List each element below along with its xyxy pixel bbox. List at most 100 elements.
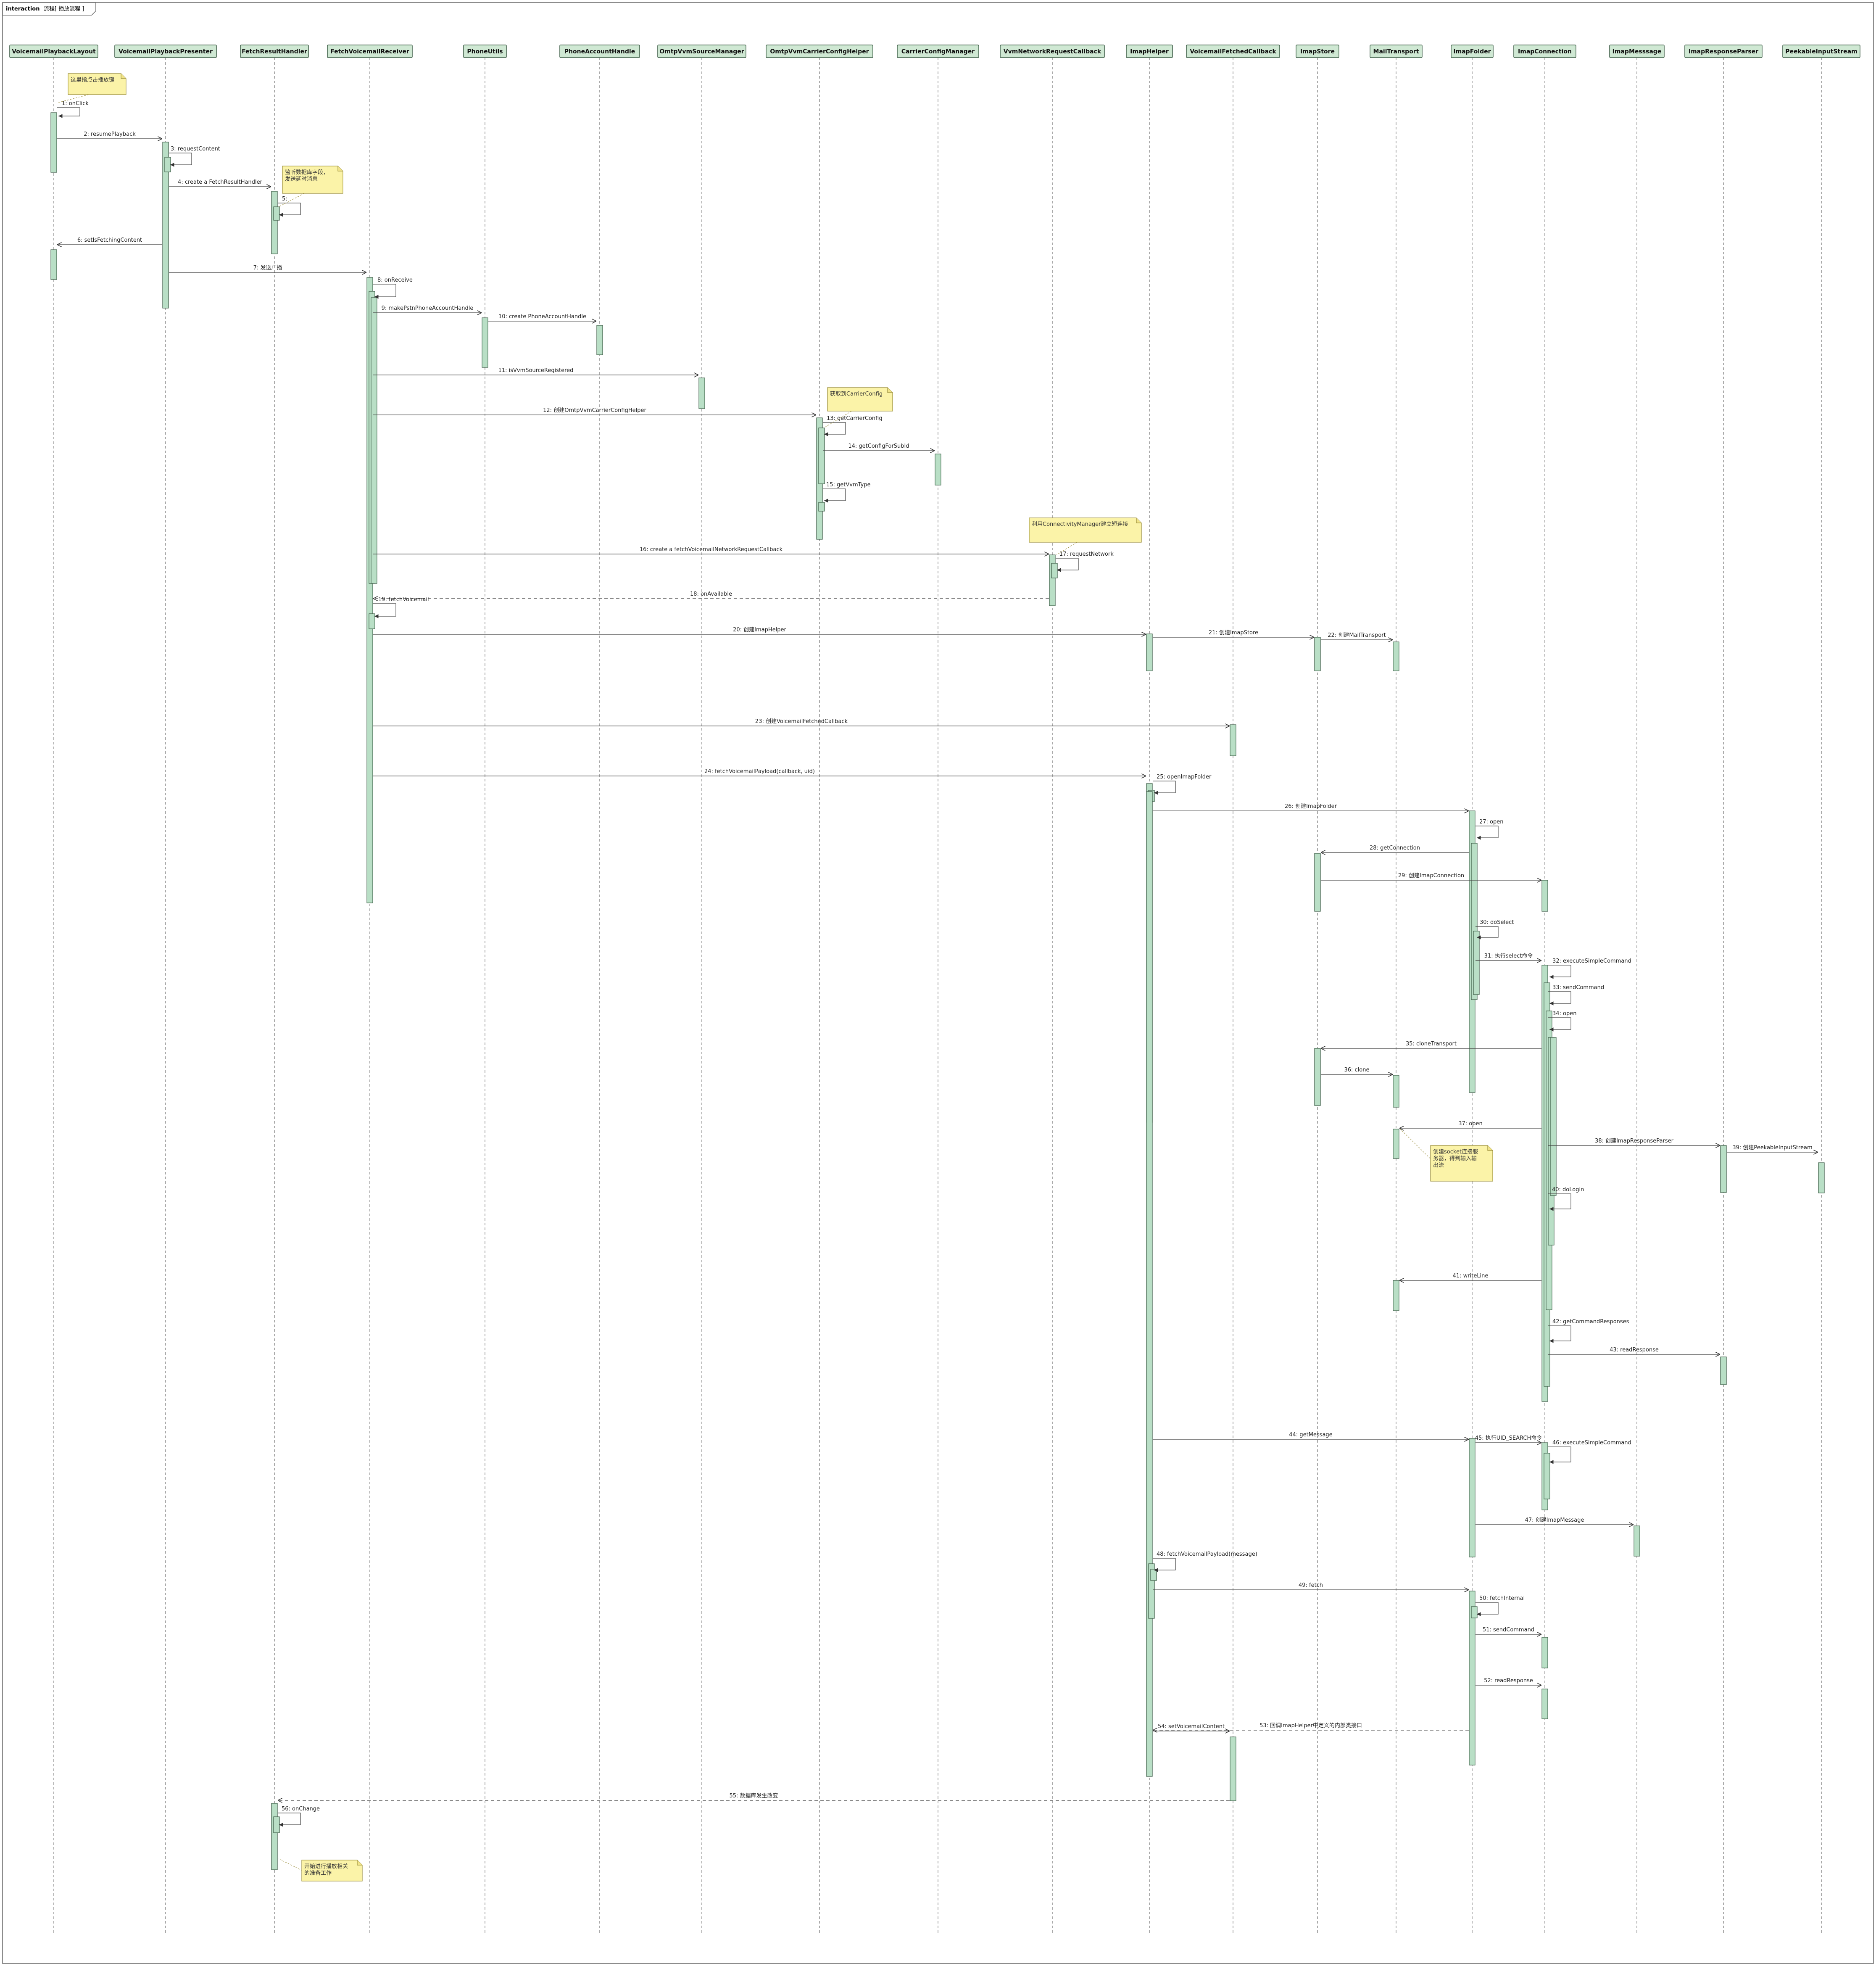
activation-bar xyxy=(1541,1689,1548,1719)
note-fold xyxy=(357,1860,362,1866)
participant-label: PeekableInputStream xyxy=(1785,48,1857,55)
message-label: 50: fetchInternal xyxy=(1479,1595,1525,1602)
message-8: 8: onReceive xyxy=(373,277,413,299)
message-39: 39: 创建PeekableInputStream xyxy=(1727,1145,1818,1152)
participant-box xyxy=(1451,45,1494,58)
activation-bar xyxy=(273,1816,280,1833)
participant-label: VvmNetworkRequestCallback xyxy=(1004,48,1101,55)
activation-bar xyxy=(1544,1453,1550,1499)
message-36: 36: clone xyxy=(1321,1067,1393,1074)
note-text: 监听数据库字段， xyxy=(285,169,329,176)
message-4: 4: create a FetchResultHandler xyxy=(169,179,271,187)
lifeline-VoicemailPlaybackPresenter: VoicemailPlaybackPresenter xyxy=(114,45,217,1934)
message-29: 29: 创建ImapConnection xyxy=(1321,873,1541,880)
message-label: 40: doLogin xyxy=(1552,1187,1584,1193)
message-28: 28: getConnection xyxy=(1321,845,1469,852)
participant-box xyxy=(559,45,640,58)
message-label: 48: fetchVoicemailPayload(message) xyxy=(1157,1551,1257,1557)
activation-bar xyxy=(1146,633,1153,671)
message-label: 21: 创建ImapStore xyxy=(1209,630,1258,636)
message-56: 56: onChange xyxy=(278,1806,320,1827)
message-20: 20: 创建ImapHelper xyxy=(373,627,1146,634)
participant-label: ImapHelper xyxy=(1130,48,1169,55)
lifeline-VoicemailFetchedCallback: VoicemailFetchedCallback xyxy=(1186,45,1280,1934)
message-label: 18: onAvailable xyxy=(690,591,732,597)
note-3: 获取到CarrierConfig xyxy=(823,387,893,428)
note-connector xyxy=(278,1858,324,1882)
self-message-arrow xyxy=(1153,781,1176,795)
message-42: 42: getCommandResponses xyxy=(1548,1319,1629,1343)
note-connector xyxy=(1056,542,1077,555)
activation-bar xyxy=(371,297,377,584)
participant-label: ImapConnection xyxy=(1518,48,1572,55)
activation-bar xyxy=(1146,791,1153,1777)
activation-bar xyxy=(818,502,825,512)
message-label: 37: open xyxy=(1458,1121,1483,1127)
activation-bar xyxy=(1469,1438,1476,1557)
participant-box xyxy=(114,45,217,58)
activation-bar xyxy=(50,112,57,173)
self-message-arrow xyxy=(1476,926,1499,939)
message-30: 30: doSelect xyxy=(1476,919,1514,939)
message-label: 49: fetch xyxy=(1299,1582,1323,1589)
message-label: 46: executeSimpleCommand xyxy=(1552,1440,1631,1446)
activation-bar xyxy=(50,249,57,280)
message-label: 54: setVoicemailContent xyxy=(1158,1723,1225,1730)
participant-label: MailTransport xyxy=(1373,48,1419,55)
message-26: 26: 创建ImapFolder xyxy=(1153,803,1469,811)
message-label: 42: getCommandResponses xyxy=(1552,1319,1629,1325)
message-label: 47: 创建ImapMessage xyxy=(1525,1517,1584,1523)
message-label: 19: fetchVoicemail xyxy=(378,596,429,603)
lifeline-FetchResultHandler: FetchResultHandler xyxy=(240,45,309,1934)
activation-bar xyxy=(1314,853,1321,912)
note-body xyxy=(827,387,893,412)
lifeline-VvmNetworkRequestCallback: VvmNetworkRequestCallback xyxy=(1000,45,1105,1934)
note-body xyxy=(1430,1145,1493,1182)
activation-bar xyxy=(1393,1280,1399,1311)
message-label: 32: executeSimpleCommand xyxy=(1552,958,1631,964)
message-55: 55: 数据库发生改变 xyxy=(278,1792,1230,1800)
message-49: 49: fetch xyxy=(1153,1582,1469,1590)
participant-label: ImapFolder xyxy=(1453,48,1491,55)
message-47: 47: 创建ImapMessage xyxy=(1476,1517,1634,1525)
message-label: 35: cloneTransport xyxy=(1406,1041,1457,1047)
message-label: 27: open xyxy=(1479,819,1504,825)
activation-bar xyxy=(818,428,825,484)
note-text: 开始进行播放相关 xyxy=(304,1863,348,1870)
activation-bar xyxy=(369,613,375,629)
message-label: 10: create PhoneAccountHandle xyxy=(498,314,586,320)
activation-bar xyxy=(1393,1075,1399,1108)
message-label: 36: clone xyxy=(1344,1067,1369,1073)
message-34: 34: open xyxy=(1548,1011,1577,1032)
message-label: 45: 执行UID_SEARCH命令 xyxy=(1475,1435,1542,1441)
note-fold xyxy=(121,74,126,79)
message-label: 15: getVvmType xyxy=(826,482,871,488)
participant-box xyxy=(9,45,98,58)
message-19: 19: fetchVoicemail xyxy=(373,596,429,618)
message-label: 3: requestContent xyxy=(171,146,220,152)
participant-box xyxy=(1370,45,1423,58)
message-label: 7: 发送广播 xyxy=(253,264,282,271)
message-35: 35: cloneTransport xyxy=(1321,1041,1541,1048)
lifeline-ImapMesssage: ImapMesssage xyxy=(1609,45,1665,1934)
message-label: 29: 创建ImapConnection xyxy=(1398,873,1464,879)
lifeline-PhoneUtils: PhoneUtils xyxy=(463,45,507,1934)
self-message-arrow xyxy=(278,203,301,217)
message-25: 25: openImapFolder xyxy=(1153,774,1212,795)
message-41: 41: writeLine xyxy=(1399,1273,1541,1280)
participant-box xyxy=(1684,45,1763,58)
message-label: 51: sendCommand xyxy=(1483,1627,1534,1633)
lifeline-ImapConnection: ImapConnection xyxy=(1513,45,1576,1934)
lifelines: VoicemailPlaybackLayout VoicemailPlayback… xyxy=(9,45,1860,1934)
note-body xyxy=(282,166,343,194)
message-11: 11: isVvmSourceRegistered xyxy=(373,367,698,375)
note-fold xyxy=(1487,1145,1493,1151)
activation-bar xyxy=(273,206,280,221)
message-45: 45: 执行UID_SEARCH命令 xyxy=(1475,1435,1542,1443)
note-fold xyxy=(337,166,343,172)
frame-keyword: interaction xyxy=(6,6,40,12)
self-message-arrow xyxy=(57,107,80,118)
lifeline-CarrierConfigManager: CarrierConfigManager xyxy=(897,45,979,1934)
participant-label: VoicemailPlaybackPresenter xyxy=(119,48,213,55)
